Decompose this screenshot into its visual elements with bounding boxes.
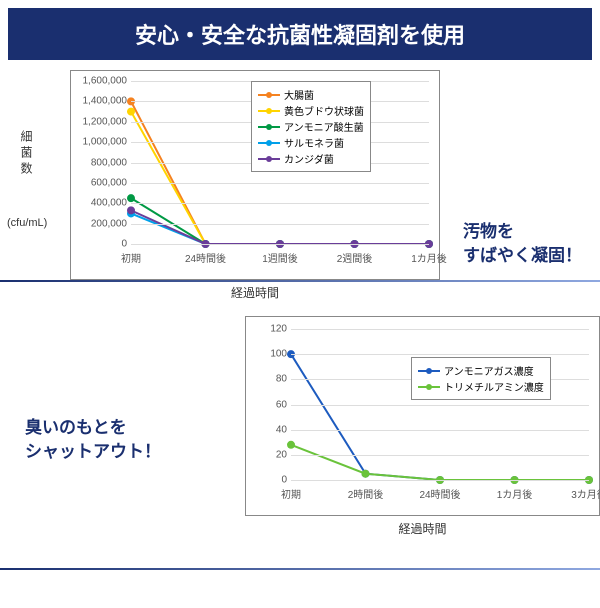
gridline — [131, 183, 429, 184]
legend-marker-icon — [266, 140, 272, 146]
gridline — [291, 430, 589, 431]
x-tick-label: 1カ月後 — [497, 486, 533, 501]
legend-line-icon — [258, 158, 280, 160]
y-tick-label: 800,000 — [91, 157, 127, 168]
legend-item: トリメチルアミン濃度 — [418, 379, 544, 394]
y-tick-label: 40 — [276, 424, 287, 435]
caption-text: シャットアウト！ — [25, 440, 161, 464]
x-tick-label: 24時間後 — [185, 250, 226, 265]
chart1-section: 細菌数 (cfu/mL) 0 200,000 400,000 600,000 800,0… — [0, 70, 600, 301]
gridline — [291, 455, 589, 456]
x-tick-label: 2時間後 — [348, 486, 384, 501]
chart2: 020406080100120初期2時間後24時間後1カ月後3カ月後 アンモニア… — [245, 316, 600, 516]
y-tick-label: 60 — [276, 399, 287, 410]
legend-label: 黄色ブドウ状球菌 — [284, 103, 364, 118]
legend-label: サルモネラ菌 — [284, 135, 344, 150]
header-title: 安心・安全な抗菌性凝固剤を使用 — [135, 23, 465, 48]
y-tick-label: 1,400,000 — [83, 96, 128, 107]
chart1-y-label: 細菌数 — [18, 130, 35, 178]
legend-line-icon — [258, 94, 280, 96]
legend-marker-icon — [266, 124, 272, 130]
y-tick-label: 0 — [281, 475, 287, 486]
page-header: 安心・安全な抗菌性凝固剤を使用 — [8, 8, 592, 60]
chart2-plot: 020406080100120初期2時間後24時間後1カ月後3カ月後 — [291, 329, 589, 480]
y-tick-label: 20 — [276, 449, 287, 460]
chart2-legend: アンモニアガス濃度トリメチルアミン濃度 — [411, 357, 551, 400]
gridline — [291, 329, 589, 330]
legend-marker-icon — [266, 108, 272, 114]
chart2-caption: 臭いのもとを シャットアウト！ — [25, 416, 161, 464]
chart2-x-label: 経過時間 — [245, 520, 600, 537]
caption-text: すばやく凝固！ — [463, 244, 582, 268]
legend-item: アンモニアガス濃度 — [418, 363, 544, 378]
y-tick-label: 0 — [121, 239, 127, 250]
y-tick-label: 200,000 — [91, 218, 127, 229]
legend-item: カンジダ菌 — [258, 151, 364, 166]
legend-label: トリメチルアミン濃度 — [444, 379, 544, 394]
legend-line-icon — [418, 386, 440, 388]
legend-label: カンジダ菌 — [284, 151, 334, 166]
divider — [0, 280, 600, 282]
chart2-wrap: 臭気濃度 (ppm) 020406080100120初期2時間後24時間後1カ月… — [215, 316, 600, 537]
y-tick-label: 600,000 — [91, 177, 127, 188]
chart1-x-label: 経過時間 — [70, 284, 440, 301]
legend-item: アンモニア酸生菌 — [258, 119, 364, 134]
gridline — [291, 354, 589, 355]
x-tick-label: 24時間後 — [419, 486, 460, 501]
y-tick-label: 120 — [270, 324, 287, 335]
y-tick-label: 100 — [270, 349, 287, 360]
x-tick-label: 初期 — [281, 486, 301, 501]
legend-item: 黄色ブドウ状球菌 — [258, 103, 364, 118]
legend-line-icon — [258, 142, 280, 144]
x-tick-label: 1カ月後 — [411, 250, 447, 265]
x-tick-label: 1週間後 — [262, 250, 298, 265]
caption-text: 臭いのもとを — [25, 416, 161, 440]
gridline — [291, 405, 589, 406]
divider — [0, 568, 600, 570]
y-tick-label: 1,200,000 — [83, 116, 128, 127]
y-tick-label: 1,600,000 — [83, 76, 128, 87]
chart1-y-unit: (cfu/mL) — [7, 217, 47, 229]
gridline — [131, 244, 429, 245]
chart1: 0 200,000 400,000 600,000 800,000 1,000,000 1,… — [70, 70, 440, 280]
gridline — [291, 480, 589, 481]
legend-marker-icon — [266, 156, 272, 162]
y-tick-label: 80 — [276, 374, 287, 385]
gridline — [131, 203, 429, 204]
legend-label: アンモニア酸生菌 — [284, 119, 364, 134]
x-tick-label: 2週間後 — [337, 250, 373, 265]
legend-line-icon — [258, 110, 280, 112]
legend-marker-icon — [426, 384, 432, 390]
legend-label: アンモニアガス濃度 — [444, 363, 534, 378]
legend-marker-icon — [426, 368, 432, 374]
legend-item: 大腸菌 — [258, 87, 364, 102]
chart1-legend: 大腸菌黄色ブドウ状球菌アンモニア酸生菌サルモネラ菌カンジダ菌 — [251, 81, 371, 172]
chart1-wrap: 細菌数 (cfu/mL) 0 200,000 400,000 600,000 800,0… — [10, 70, 440, 301]
legend-item: サルモネラ菌 — [258, 135, 364, 150]
legend-label: 大腸菌 — [284, 87, 314, 102]
x-tick-label: 3カ月後 — [571, 486, 600, 501]
y-tick-label: 1,000,000 — [83, 137, 128, 148]
x-tick-label: 初期 — [121, 250, 141, 265]
legend-marker-icon — [266, 92, 272, 98]
legend-line-icon — [418, 370, 440, 372]
legend-line-icon — [258, 126, 280, 128]
y-tick-label: 400,000 — [91, 198, 127, 209]
caption-text: 汚物を — [463, 220, 582, 244]
chart1-caption: 汚物を すばやく凝固！ — [463, 220, 582, 268]
gridline — [131, 224, 429, 225]
chart2-section: 臭いのもとを シャットアウト！ 臭気濃度 (ppm) 0204060801001… — [0, 316, 600, 537]
